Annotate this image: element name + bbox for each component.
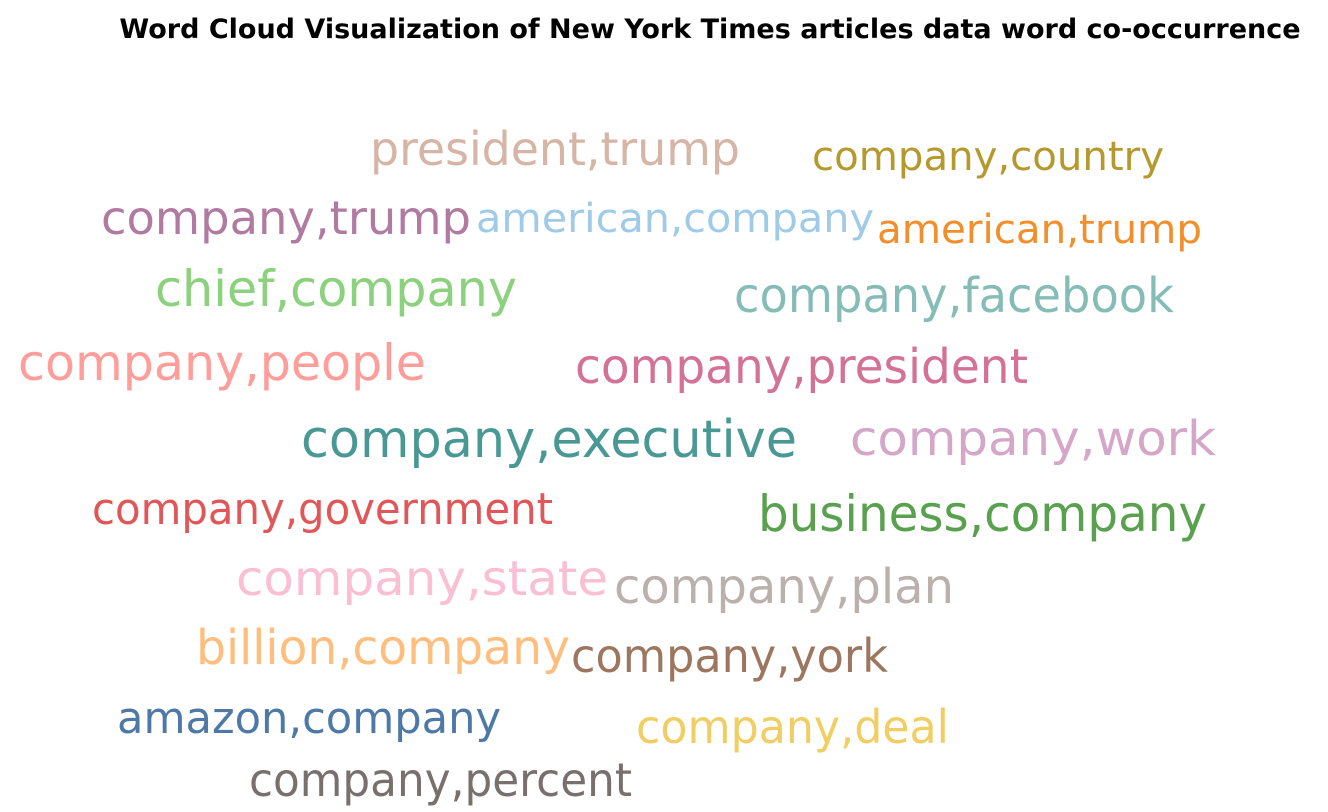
word-cloud-word: american,trump — [877, 207, 1202, 253]
word-cloud-word: american,company — [476, 196, 874, 242]
word-cloud-word: company,york — [571, 629, 888, 683]
word-cloud-word: president,trump — [370, 122, 740, 176]
word-cloud-word: company,trump — [101, 191, 471, 245]
word-cloud-word: company,president — [575, 339, 1028, 395]
word-cloud-word: company,work — [850, 411, 1216, 467]
word-cloud-word: company,state — [236, 551, 608, 607]
word-cloud-word: company,percent — [249, 753, 632, 807]
words-layer: president,trump company,country company,tr… — [18, 122, 1216, 807]
word-cloud-word: company,people — [18, 334, 426, 392]
word-cloud-word: company,facebook — [734, 268, 1174, 324]
word-cloud-word: company,executive — [301, 410, 797, 470]
word-cloud-word: company,plan — [614, 559, 954, 615]
word-cloud-word: company,deal — [636, 700, 949, 754]
word-cloud-word: company,government — [92, 484, 553, 535]
word-cloud-word: billion,company — [196, 620, 570, 676]
chart-title: Word Cloud Visualization of New York Tim… — [119, 14, 1300, 45]
word-cloud-word: chief,company — [155, 260, 517, 318]
word-cloud-word: company,country — [812, 134, 1164, 180]
word-cloud-word: amazon,company — [117, 693, 501, 744]
word-cloud-word: business,company — [758, 485, 1207, 543]
